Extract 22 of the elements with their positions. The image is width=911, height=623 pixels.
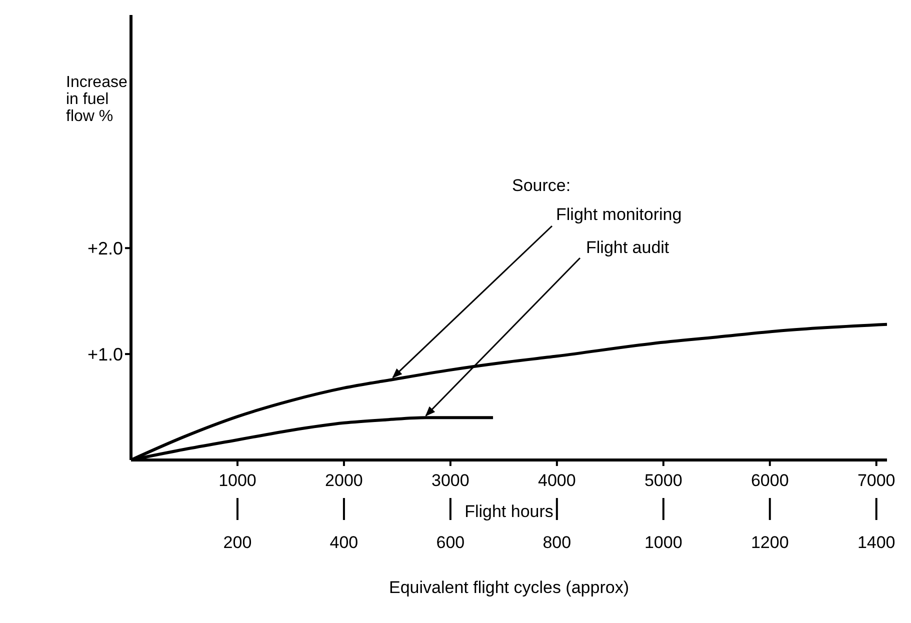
x2-tick-label: 400: [330, 533, 358, 552]
x2-tick-label: 1000: [644, 533, 682, 552]
x-tick-label: 6000: [750, 471, 789, 490]
text: Flight audit: [586, 238, 670, 257]
x2-tick-label: 200: [223, 533, 252, 552]
x-tick-label: 2000: [325, 471, 363, 490]
x2-tick-label: 800: [542, 533, 572, 552]
x2-axis-title: Equivalent flight cycles (approx): [388, 578, 630, 597]
y-tick-label: +1.0: [87, 344, 123, 364]
y-axis-title: Increase in fuel flow %: [66, 74, 128, 125]
x-tick-label: 3000: [432, 471, 470, 490]
x-axis-title: Flight hours: [464, 502, 554, 521]
x-tick-label: 5000: [644, 471, 682, 490]
y-tick-label: +2.0: [87, 238, 123, 258]
x-tick-label: 4000: [538, 471, 576, 490]
x-tick-label: 1000: [218, 471, 256, 490]
text: Flight monitoring: [556, 205, 682, 224]
x2-tick-label: 1200: [750, 533, 789, 552]
x-tick-label: 7000: [857, 471, 896, 490]
x2-tick-label: 1400: [857, 533, 896, 552]
x2-tick-label: 600: [436, 533, 465, 552]
annotation: Source:: [512, 176, 571, 195]
